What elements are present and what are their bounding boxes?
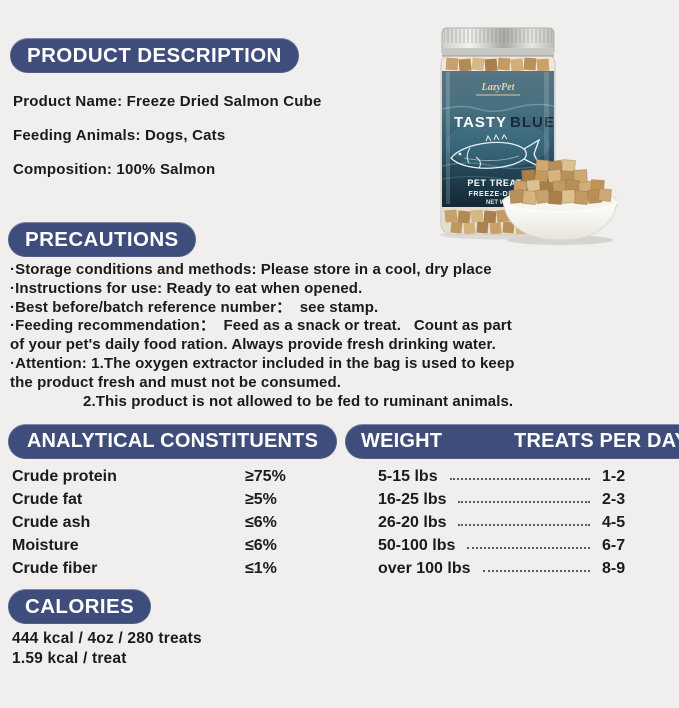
table-row: 16-25 lbs 2-3 [378, 488, 646, 511]
table-row: Crude protein ≥75% [12, 465, 334, 488]
calories-line: 1.59 kcal / treat [12, 649, 127, 667]
precaution-line: the product fresh and must not be consum… [10, 373, 341, 391]
fish-icon [450, 133, 542, 169]
dotted-leader [482, 569, 590, 572]
brand-tagline-mark [476, 94, 520, 96]
constituent-value: ≤6% [245, 513, 277, 531]
product-name-line: Product Name: Freeze Dried Salmon Cube [13, 93, 322, 110]
product-photo: LazyPet TASTY BLUE PET TREATS FREEZE-DRI… [440, 27, 618, 245]
constituent-value: ≥5% [245, 490, 277, 508]
precaution-line: ·Storage conditions and methods: Please … [10, 261, 492, 278]
precautions-title: PRECAUTIONS [25, 227, 179, 251]
constituent-label: Crude ash [12, 513, 91, 531]
calories-title: CALORIES [25, 594, 135, 618]
precaution-line: ·Feeding recommendation： Feed as a snack… [10, 317, 512, 335]
jar-top-treats [442, 54, 554, 72]
precaution-line: ·Attention: 1.The oxygen extractor inclu… [10, 354, 515, 372]
treats-column-header: TREATS PER DAY [514, 430, 679, 452]
weight-range: over 100 lbs [378, 559, 471, 577]
jar-lid [441, 27, 555, 57]
constituent-label: Crude fiber [12, 559, 98, 577]
constituent-value: ≤6% [245, 536, 277, 554]
weight-table: 5-15 lbs 1-2 16-25 lbs 2-3 26-20 lbs 4-5… [378, 465, 646, 580]
treats-count: 8-9 [602, 559, 626, 577]
treats-count: 6-7 [602, 536, 626, 554]
dotted-leader [449, 477, 590, 480]
precautions-block: ·Storage conditions and methods: Please … [10, 261, 515, 411]
table-row: Crude fiber ≤1% [12, 557, 334, 580]
constituent-label: Crude fat [12, 490, 83, 508]
weight-treats-badge: WEIGHT TREATS PER DAY [345, 424, 679, 459]
weight-range: 16-25 lbs [378, 490, 447, 508]
calories-badge: CALORIES [8, 589, 152, 624]
treats-count: 1-2 [602, 467, 626, 485]
label-word-tasty: TASTY [454, 114, 507, 131]
table-row: over 100 lbs 8-9 [378, 557, 646, 580]
constituent-label: Crude protein [12, 467, 117, 485]
bowl [502, 200, 618, 241]
treat-pile [509, 158, 612, 206]
label-pet-treats: PET TREATS [467, 178, 528, 188]
weight-column-header: WEIGHT [361, 430, 443, 452]
feeding-animals-line: Feeding Animals: Dogs, Cats [13, 127, 226, 144]
analytical-title: ANALYTICAL CONSTITUENTS [26, 430, 319, 452]
precaution-line: ·Instructions for use: Ready to eat when… [10, 279, 363, 297]
glass-highlight [446, 72, 450, 204]
analytical-constituents-badge: ANALYTICAL CONSTITUENTS [8, 424, 337, 459]
label-word-blue: BLUE [510, 114, 555, 131]
precaution-line: 2.This product is not allowed to be fed … [83, 392, 514, 410]
table-row: Crude ash ≤6% [12, 511, 334, 534]
table-row: 50-100 lbs 6-7 [378, 534, 646, 557]
wave-line [441, 103, 555, 112]
product-description-badge: PRODUCT DESCRIPTION [10, 38, 299, 73]
table-row: 5-15 lbs 1-2 [378, 465, 646, 488]
precaution-line: of your pet's daily food ration. Always … [10, 336, 496, 354]
wave-line [441, 162, 555, 170]
glass-highlight [544, 72, 549, 204]
calories-line: 444 kcal / 4oz / 280 treats [12, 630, 202, 647]
analytical-table: Crude protein ≥75% Crude fat ≥5% Crude a… [12, 465, 334, 580]
label-net-wt: NET WT. [486, 200, 510, 206]
weight-range: 26-20 lbs [378, 513, 447, 531]
dotted-leader [458, 523, 590, 526]
treats-count: 2-3 [602, 490, 626, 508]
table-row: 26-20 lbs 4-5 [378, 511, 646, 534]
treats-count: 4-5 [602, 513, 626, 531]
constituent-value: ≥75% [245, 467, 286, 485]
constituent-value: ≤1% [245, 559, 277, 577]
product-info-block: Product Name: Freeze Dried Salmon Cube F… [13, 92, 322, 194]
table-row: Crude fat ≥5% [12, 488, 334, 511]
constituent-label: Moisture [12, 536, 79, 554]
product-description-title: PRODUCT DESCRIPTION [27, 43, 282, 67]
precautions-badge: PRECAUTIONS [8, 222, 196, 257]
dotted-leader [467, 546, 590, 549]
weight-range: 50-100 lbs [378, 536, 456, 554]
composition-line: Composition: 100% Salmon [13, 161, 216, 178]
dotted-leader [458, 500, 590, 503]
brand-logo-text: LazyPet [481, 82, 516, 93]
calories-block: 444 kcal / 4oz / 280 treats 1.59 kcal / … [12, 629, 202, 668]
table-row: Moisture ≤6% [12, 534, 334, 557]
precaution-line: ·Best before/batch reference number： see… [10, 298, 379, 316]
weight-range: 5-15 lbs [378, 467, 438, 485]
label-freeze-dried: FREEZE-DRIED [469, 191, 528, 198]
